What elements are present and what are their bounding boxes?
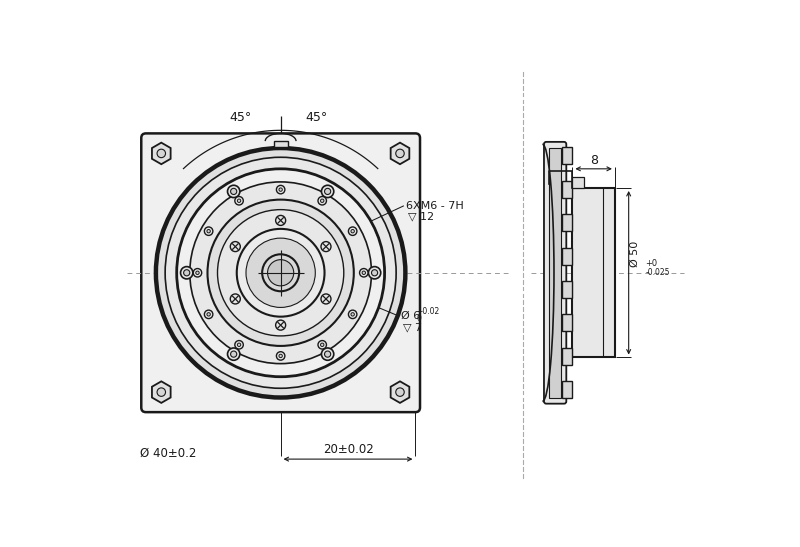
- Circle shape: [204, 227, 213, 235]
- Text: -0.025: -0.025: [646, 268, 670, 277]
- Circle shape: [230, 351, 237, 357]
- Circle shape: [227, 185, 240, 197]
- Circle shape: [321, 294, 331, 304]
- Text: 45°: 45°: [306, 111, 328, 124]
- Circle shape: [207, 200, 354, 346]
- Circle shape: [262, 254, 299, 291]
- Circle shape: [157, 149, 166, 158]
- Circle shape: [181, 266, 193, 279]
- Circle shape: [369, 266, 381, 279]
- Circle shape: [190, 182, 371, 364]
- Bar: [562, 315, 573, 331]
- Circle shape: [207, 230, 210, 233]
- Circle shape: [204, 310, 213, 318]
- Circle shape: [177, 169, 385, 377]
- Circle shape: [322, 185, 334, 197]
- Circle shape: [246, 238, 315, 307]
- Bar: [562, 281, 573, 298]
- Circle shape: [238, 343, 241, 346]
- Bar: [562, 147, 573, 164]
- Circle shape: [396, 149, 404, 158]
- Circle shape: [277, 185, 285, 194]
- Text: 45°: 45°: [230, 111, 252, 124]
- Circle shape: [165, 158, 396, 388]
- Text: Ø 50: Ø 50: [630, 240, 640, 266]
- Text: 20±0.02: 20±0.02: [322, 444, 374, 456]
- Bar: [562, 348, 573, 365]
- Circle shape: [230, 294, 240, 304]
- Circle shape: [351, 313, 354, 316]
- Circle shape: [277, 352, 285, 360]
- Bar: [562, 181, 573, 197]
- Bar: [562, 214, 573, 231]
- Circle shape: [276, 320, 286, 330]
- Text: Ø 6: Ø 6: [401, 311, 420, 321]
- Bar: [573, 177, 584, 188]
- Circle shape: [325, 351, 330, 357]
- Circle shape: [235, 196, 243, 205]
- Bar: [573, 188, 615, 358]
- Circle shape: [156, 148, 406, 398]
- Bar: [562, 381, 573, 398]
- Circle shape: [321, 242, 331, 252]
- Circle shape: [396, 388, 404, 397]
- FancyBboxPatch shape: [142, 133, 420, 412]
- Text: 0: 0: [416, 313, 421, 323]
- Text: 6XM6 - 7H: 6XM6 - 7H: [406, 201, 464, 211]
- Circle shape: [267, 260, 294, 286]
- Circle shape: [218, 210, 344, 336]
- Circle shape: [230, 188, 237, 195]
- FancyBboxPatch shape: [544, 142, 566, 404]
- Circle shape: [322, 348, 334, 360]
- Circle shape: [196, 271, 199, 275]
- Circle shape: [237, 229, 325, 317]
- Text: +0: +0: [646, 259, 658, 268]
- Circle shape: [321, 343, 324, 346]
- Text: +0.02: +0.02: [416, 307, 439, 316]
- Bar: [550, 148, 561, 398]
- Circle shape: [238, 199, 241, 202]
- Text: ▽ 7: ▽ 7: [403, 322, 422, 333]
- Text: 8: 8: [590, 154, 598, 167]
- Bar: [274, 141, 287, 147]
- Circle shape: [207, 313, 210, 316]
- Circle shape: [349, 227, 357, 235]
- Circle shape: [349, 310, 357, 318]
- Text: Ø 40±0.2: Ø 40±0.2: [141, 447, 197, 460]
- Circle shape: [318, 196, 326, 205]
- Circle shape: [321, 199, 324, 202]
- Circle shape: [227, 348, 240, 360]
- Text: ▽ 12: ▽ 12: [409, 212, 434, 222]
- Circle shape: [371, 270, 378, 276]
- Circle shape: [279, 188, 282, 191]
- Circle shape: [184, 270, 190, 276]
- Circle shape: [276, 216, 286, 225]
- Circle shape: [359, 269, 368, 277]
- Circle shape: [318, 341, 326, 349]
- Circle shape: [362, 271, 366, 275]
- Circle shape: [325, 188, 330, 195]
- Circle shape: [194, 269, 202, 277]
- Circle shape: [157, 388, 166, 397]
- Circle shape: [235, 341, 243, 349]
- Circle shape: [279, 354, 282, 358]
- Circle shape: [351, 230, 354, 233]
- Circle shape: [230, 242, 240, 252]
- Bar: [562, 248, 573, 265]
